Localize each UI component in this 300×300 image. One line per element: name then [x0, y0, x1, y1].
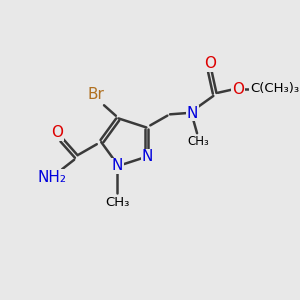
Text: O: O — [51, 125, 63, 140]
Text: NH₂: NH₂ — [38, 170, 67, 185]
Text: CH₃: CH₃ — [105, 196, 129, 208]
Text: C(CH₃)₃: C(CH₃)₃ — [250, 82, 299, 95]
Text: Br: Br — [87, 87, 104, 102]
Text: N: N — [112, 158, 123, 173]
Text: N: N — [187, 106, 198, 121]
Text: CH₃: CH₃ — [188, 135, 209, 148]
Text: O: O — [204, 56, 216, 71]
Text: O: O — [232, 82, 244, 97]
Text: N: N — [142, 149, 153, 164]
